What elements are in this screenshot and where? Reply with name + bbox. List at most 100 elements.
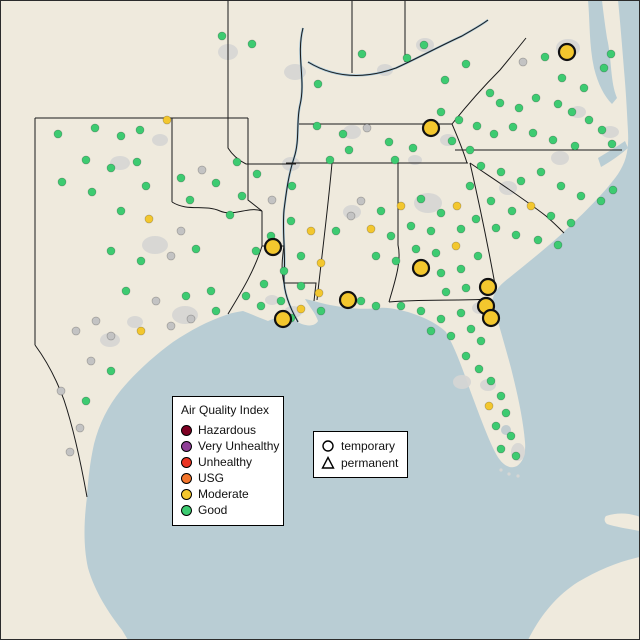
station-dot[interactable] bbox=[86, 356, 96, 366]
station-dot[interactable] bbox=[279, 266, 289, 276]
station-dot[interactable] bbox=[408, 143, 418, 153]
station-dot[interactable] bbox=[296, 281, 306, 291]
station-dot[interactable] bbox=[396, 301, 406, 311]
station-dot[interactable] bbox=[579, 83, 589, 93]
station-dot[interactable] bbox=[252, 169, 262, 179]
station-dot-large[interactable] bbox=[421, 118, 441, 138]
station-dot[interactable] bbox=[570, 141, 580, 151]
station-dot[interactable] bbox=[436, 268, 446, 278]
station-dot[interactable] bbox=[357, 49, 367, 59]
station-dot[interactable] bbox=[511, 230, 521, 240]
station-dot[interactable] bbox=[176, 173, 186, 183]
station-dot[interactable] bbox=[461, 351, 471, 361]
station-dot[interactable] bbox=[151, 296, 161, 306]
station-dot[interactable] bbox=[287, 181, 297, 191]
station-dot[interactable] bbox=[176, 226, 186, 236]
station-dot[interactable] bbox=[371, 301, 381, 311]
station-dot[interactable] bbox=[473, 251, 483, 261]
station-dot[interactable] bbox=[217, 31, 227, 41]
station-dot[interactable] bbox=[338, 129, 348, 139]
station-dot[interactable] bbox=[406, 221, 416, 231]
station-dot[interactable] bbox=[296, 304, 306, 314]
station-dot[interactable] bbox=[454, 115, 464, 125]
station-dot[interactable] bbox=[607, 139, 617, 149]
station-dot[interactable] bbox=[553, 99, 563, 109]
station-dot[interactable] bbox=[556, 181, 566, 191]
station-dot[interactable] bbox=[596, 196, 606, 206]
station-dot[interactable] bbox=[489, 129, 499, 139]
station-dot[interactable] bbox=[496, 444, 506, 454]
station-dot[interactable] bbox=[507, 206, 517, 216]
station-dot[interactable] bbox=[331, 226, 341, 236]
station-dot[interactable] bbox=[276, 296, 286, 306]
station-dot[interactable] bbox=[567, 107, 577, 117]
station-dot[interactable] bbox=[485, 88, 495, 98]
station-dot[interactable] bbox=[371, 251, 381, 261]
station-dot[interactable] bbox=[557, 73, 567, 83]
station-dot[interactable] bbox=[546, 211, 556, 221]
station-dot[interactable] bbox=[325, 155, 335, 165]
station-dot[interactable] bbox=[384, 137, 394, 147]
station-dot[interactable] bbox=[241, 291, 251, 301]
station-dot[interactable] bbox=[451, 241, 461, 251]
station-dot[interactable] bbox=[597, 125, 607, 135]
station-dot-large[interactable] bbox=[263, 237, 283, 257]
station-dot[interactable] bbox=[471, 214, 481, 224]
station-dot[interactable] bbox=[225, 210, 235, 220]
station-dot[interactable] bbox=[136, 326, 146, 336]
station-dot[interactable] bbox=[247, 39, 257, 49]
station-dot[interactable] bbox=[386, 231, 396, 241]
station-dot[interactable] bbox=[362, 123, 372, 133]
station-dot[interactable] bbox=[426, 226, 436, 236]
station-dot[interactable] bbox=[533, 235, 543, 245]
station-dot[interactable] bbox=[106, 331, 116, 341]
station-dot[interactable] bbox=[313, 79, 323, 89]
station-dot[interactable] bbox=[116, 131, 126, 141]
station-dot[interactable] bbox=[461, 283, 471, 293]
station-dot[interactable] bbox=[566, 218, 576, 228]
station-dot[interactable] bbox=[511, 451, 521, 461]
station-dot-large[interactable] bbox=[481, 308, 501, 328]
station-dot[interactable] bbox=[296, 251, 306, 261]
station-dot[interactable] bbox=[465, 145, 475, 155]
station-dot[interactable] bbox=[476, 161, 486, 171]
station-dot[interactable] bbox=[356, 196, 366, 206]
station-dot[interactable] bbox=[106, 163, 116, 173]
station-dot[interactable] bbox=[491, 223, 501, 233]
station-dot[interactable] bbox=[90, 123, 100, 133]
station-dot[interactable] bbox=[91, 316, 101, 326]
station-dot[interactable] bbox=[356, 296, 366, 306]
station-dot[interactable] bbox=[306, 226, 316, 236]
station-dot[interactable] bbox=[316, 306, 326, 316]
station-dot[interactable] bbox=[81, 396, 91, 406]
station-dot[interactable] bbox=[501, 408, 511, 418]
station-dot[interactable] bbox=[528, 128, 538, 138]
station-dot[interactable] bbox=[419, 40, 429, 50]
station-dot[interactable] bbox=[486, 196, 496, 206]
station-dot[interactable] bbox=[540, 52, 550, 62]
station-dot-large[interactable] bbox=[557, 42, 577, 62]
station-dot[interactable] bbox=[259, 279, 269, 289]
station-dot[interactable] bbox=[426, 326, 436, 336]
station-dot[interactable] bbox=[496, 167, 506, 177]
station-dot[interactable] bbox=[197, 165, 207, 175]
station-dot[interactable] bbox=[106, 246, 116, 256]
station-dot[interactable] bbox=[411, 244, 421, 254]
station-dot[interactable] bbox=[166, 321, 176, 331]
station-dot[interactable] bbox=[465, 181, 475, 191]
station-dot[interactable] bbox=[447, 136, 457, 146]
station-dot[interactable] bbox=[436, 107, 446, 117]
station-dot[interactable] bbox=[162, 115, 172, 125]
station-dot-large[interactable] bbox=[411, 258, 431, 278]
station-dot[interactable] bbox=[132, 157, 142, 167]
station-dot[interactable] bbox=[267, 195, 277, 205]
station-dot[interactable] bbox=[232, 157, 242, 167]
station-dot[interactable] bbox=[536, 167, 546, 177]
station-dot[interactable] bbox=[237, 191, 247, 201]
station-dot[interactable] bbox=[106, 366, 116, 376]
station-dot[interactable] bbox=[553, 240, 563, 250]
station-dot[interactable] bbox=[456, 264, 466, 274]
station-dot[interactable] bbox=[416, 194, 426, 204]
station-dot[interactable] bbox=[518, 57, 528, 67]
station-dot[interactable] bbox=[391, 256, 401, 266]
